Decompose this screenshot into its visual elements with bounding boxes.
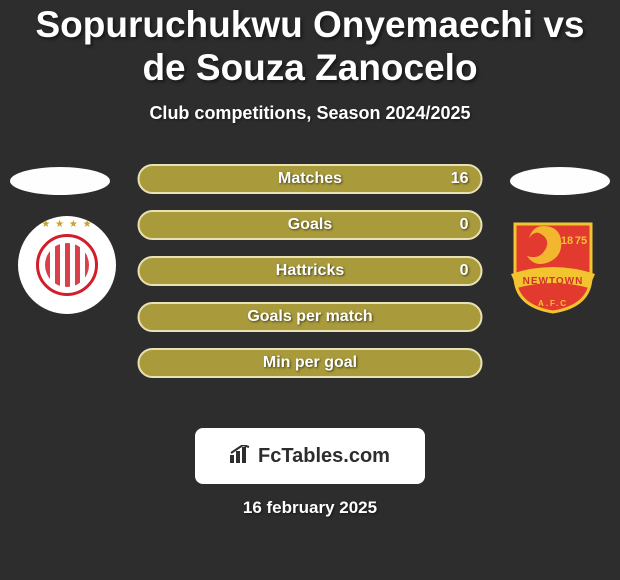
stat-bar-hattricks: Hattricks 0 — [138, 256, 483, 286]
stat-bar-min-per-goal: Min per goal — [138, 348, 483, 378]
crest-stripes — [45, 243, 89, 287]
attribution-text: FcTables.com — [258, 445, 390, 468]
crest-stars: ★ ★ ★ ★ — [41, 219, 92, 230]
bar-right-value: 0 — [460, 216, 469, 234]
stat-bar-goals: Goals 0 — [138, 210, 483, 240]
svg-text:75: 75 — [575, 235, 587, 247]
bar-label: Matches — [278, 170, 342, 188]
svg-text:A.F.C: A.F.C — [538, 299, 568, 308]
right-club-badge: 18 75 NEWTOWN A.F.C — [504, 216, 602, 314]
comparison-title: Sopuruchukwu Onyemaechi vs de Souza Zano… — [0, 0, 620, 89]
newtown-crest: 18 75 NEWTOWN A.F.C — [509, 216, 597, 314]
left-club-badge: ★ ★ ★ ★ — [18, 216, 116, 314]
generation-date: 16 february 2025 — [0, 498, 620, 518]
bar-chart-icon — [230, 445, 252, 468]
svg-text:18: 18 — [561, 235, 573, 247]
attribution-box: FcTables.com — [195, 428, 425, 484]
stat-bar-goals-per-match: Goals per match — [138, 302, 483, 332]
stat-bars: Matches 16 Goals 0 Hattricks 0 Goals per… — [138, 164, 483, 394]
comparison-content: ★ ★ ★ ★ 18 75 NEWTOWN A.F.C Matches 16 — [0, 164, 620, 414]
comparison-subtitle: Club competitions, Season 2024/2025 — [0, 103, 620, 124]
olympiacos-crest: ★ ★ ★ ★ — [36, 234, 98, 296]
bar-label: Goals — [288, 216, 332, 234]
stat-bar-matches: Matches 16 — [138, 164, 483, 194]
bar-label: Hattricks — [276, 262, 344, 280]
bar-right-value: 0 — [460, 262, 469, 280]
bar-right-value: 16 — [451, 170, 469, 188]
bar-label: Goals per match — [247, 308, 372, 326]
svg-text:NEWTOWN: NEWTOWN — [523, 276, 584, 287]
bar-label: Min per goal — [263, 354, 357, 372]
left-name-ellipse — [10, 167, 110, 195]
right-name-ellipse — [510, 167, 610, 195]
